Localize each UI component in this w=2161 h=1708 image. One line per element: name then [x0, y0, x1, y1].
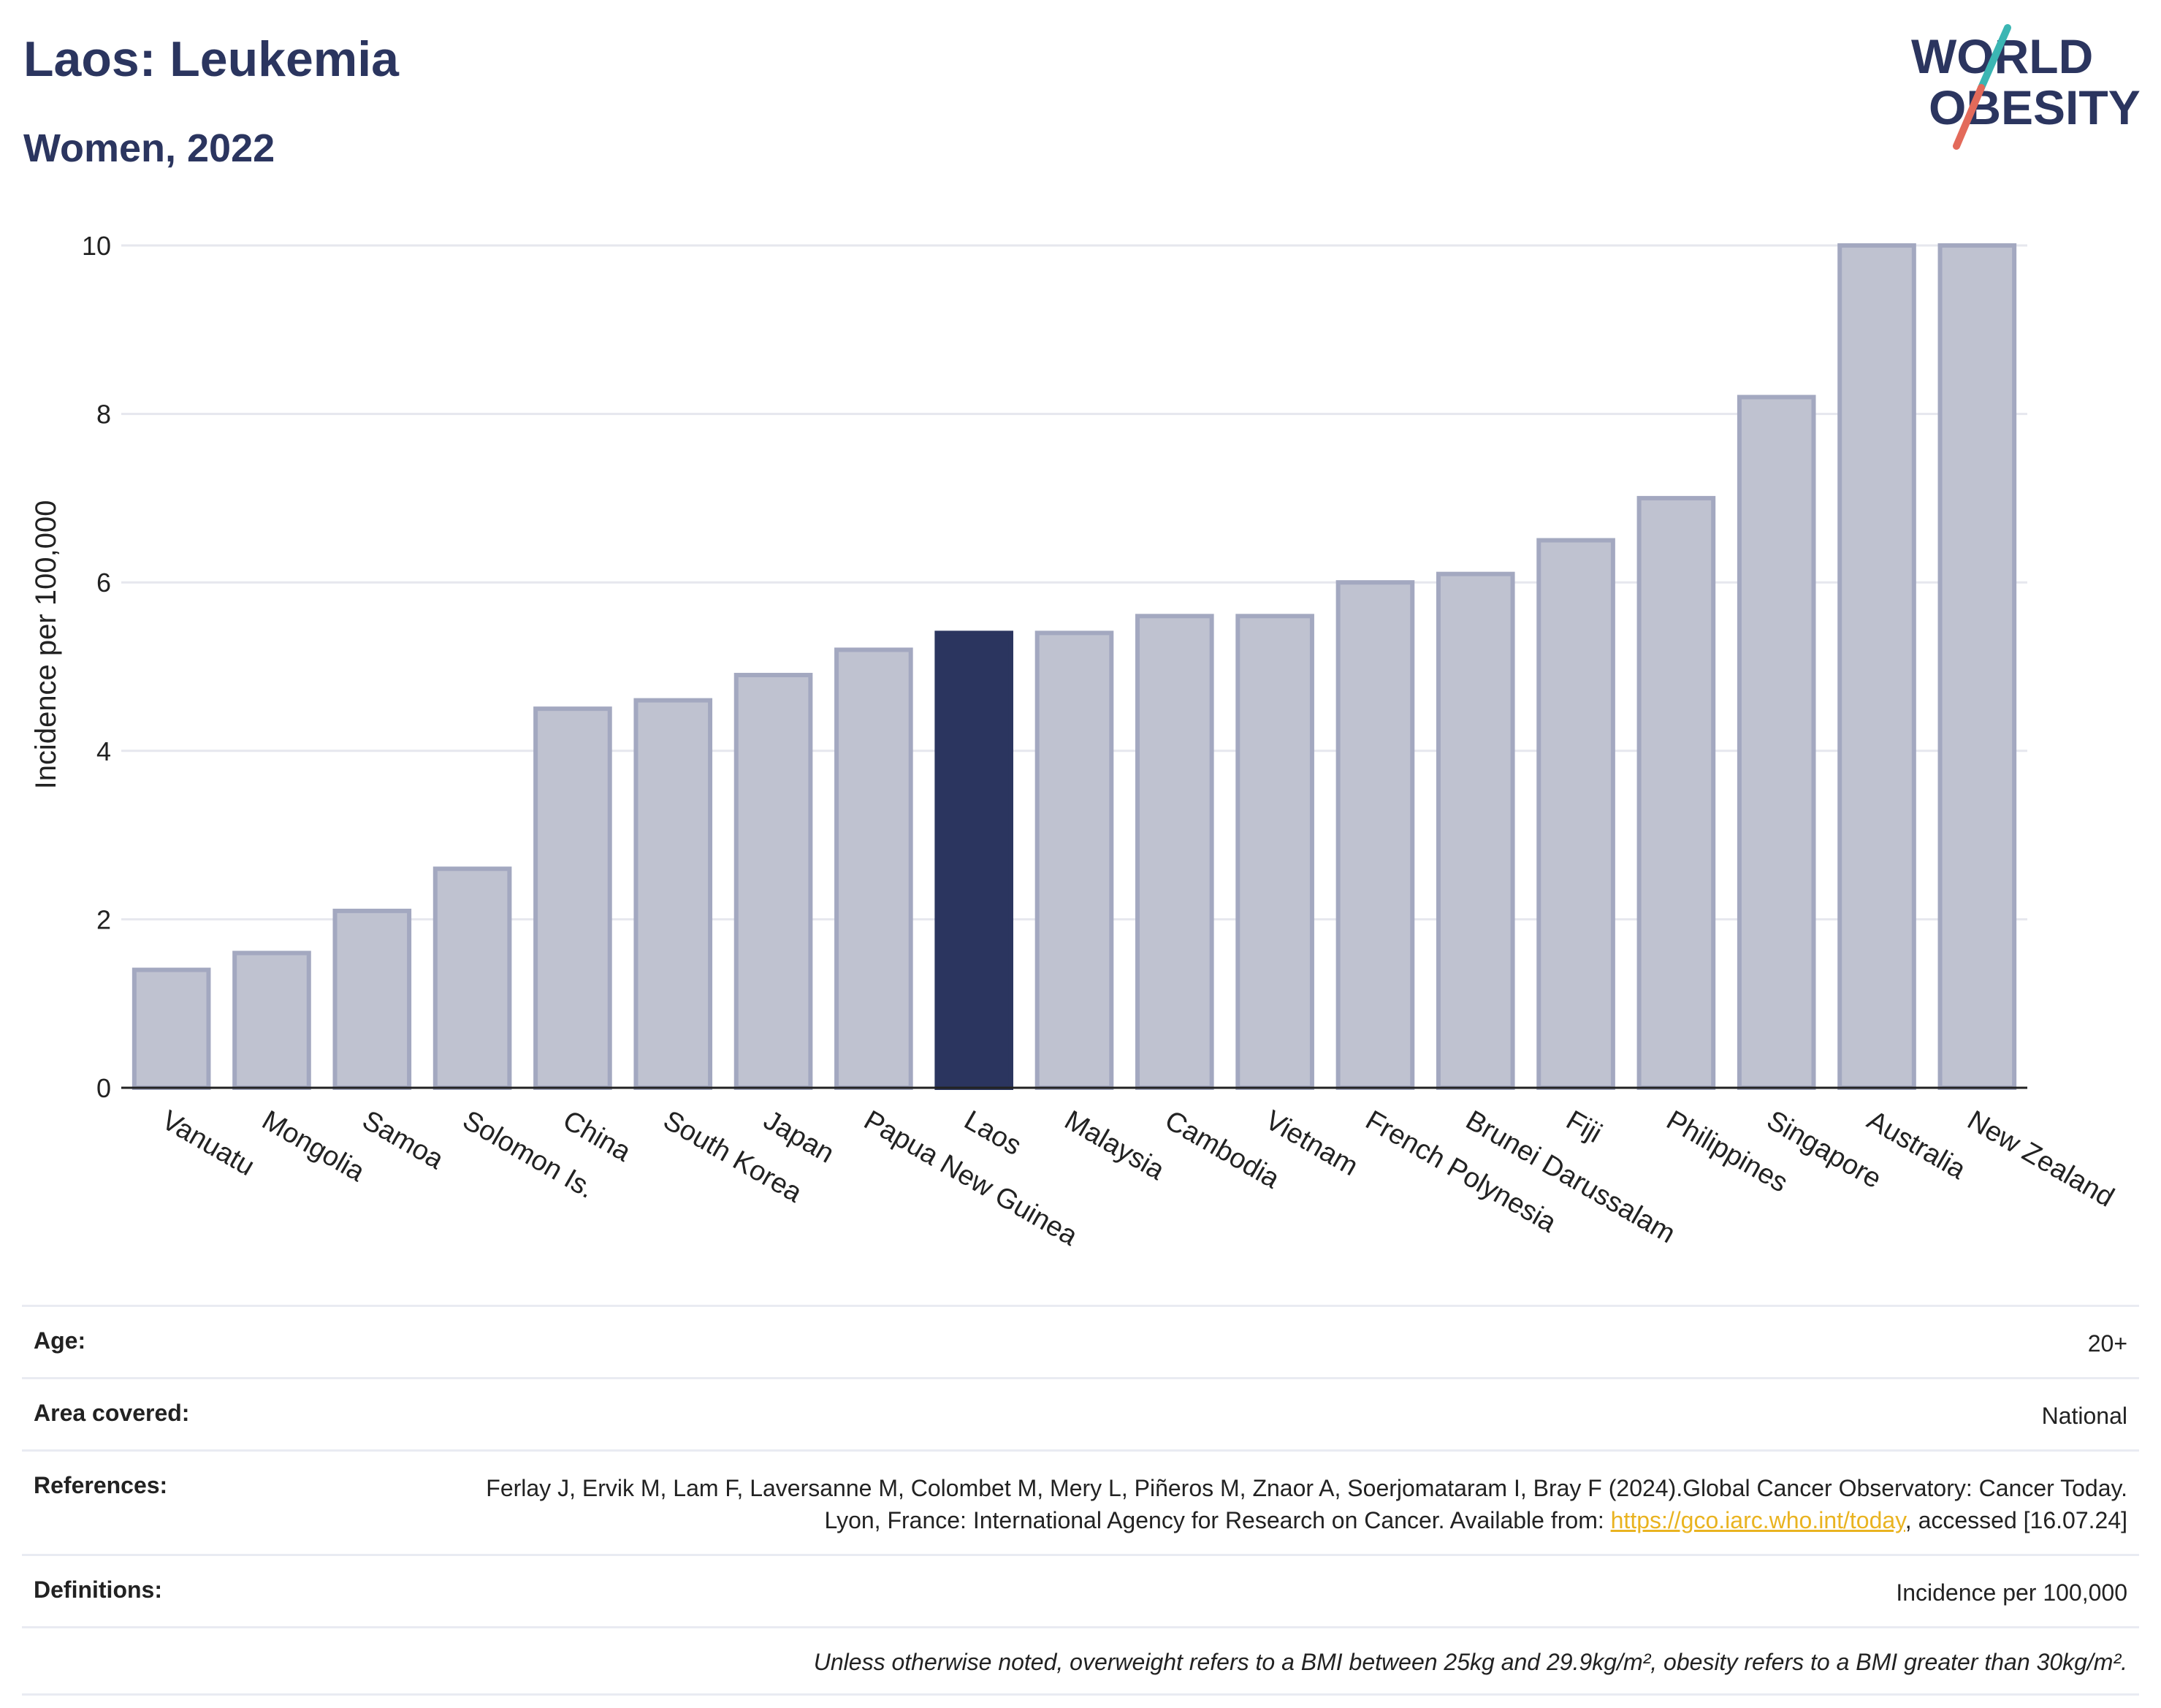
y-tick-label: 0	[96, 1073, 111, 1103]
y-axis-ticks: 0 2 4 6 8 10	[82, 231, 111, 1103]
bar-south-korea	[633, 698, 713, 1090]
bar-vietnam	[1235, 614, 1314, 1090]
y-tick-label: 10	[82, 231, 111, 261]
references-text-1: Ferlay J, Ervik M, Lam F, Laversanne M, …	[486, 1475, 2127, 1533]
y-tick-label: 8	[96, 400, 111, 430]
references-value: Ferlay J, Ervik M, Lam F, Laversanne M, …	[447, 1472, 2127, 1536]
age-value: 20+	[2087, 1330, 2127, 1357]
bar-vanuatu	[132, 967, 211, 1090]
bar-mongolia	[232, 950, 311, 1091]
bar-samoa	[332, 908, 412, 1090]
bars	[132, 243, 2017, 1091]
bar-brunei-darussalam	[1436, 571, 1515, 1090]
info-row-note: Unless otherwise noted, overweight refer…	[22, 1626, 2139, 1696]
definitions-value: Incidence per 100,000	[1896, 1579, 2127, 1606]
x-tick-label: Mongolia	[256, 1105, 370, 1188]
y-tick-label: 6	[96, 568, 111, 598]
bar-new-zealand	[1937, 243, 2017, 1090]
bar-fiji	[1536, 538, 1615, 1090]
bar-french-polynesia	[1335, 580, 1415, 1090]
references-text-2: , accessed [16.07.24]	[1905, 1507, 2127, 1533]
y-axis-label: Incidence per 100,000	[30, 500, 62, 790]
bar-papua-new-guinea	[834, 647, 913, 1090]
references-label: References:	[34, 1472, 168, 1498]
definitions-label: Definitions:	[34, 1577, 162, 1603]
bar-solomon-is	[432, 866, 512, 1090]
world-obesity-logo: WORLD OBESITY	[1911, 24, 2141, 150]
bar-philippines	[1636, 495, 1716, 1090]
info-row-references: References: Ferlay J, Ervik M, Lam F, La…	[22, 1449, 2139, 1554]
page-title: Laos: Leukemia	[23, 31, 399, 87]
logo-slash-teal	[1978, 24, 2011, 91]
y-tick-label: 2	[96, 904, 111, 934]
x-tick-label: New Zealand	[1962, 1105, 2119, 1213]
info-table: Age: 20+ Area covered: National Referenc…	[22, 1305, 2139, 1696]
x-tick-label: Vanuatu	[156, 1105, 259, 1182]
info-row-area: Area covered: National	[22, 1377, 2139, 1449]
bar-laos	[934, 630, 1013, 1090]
x-tick-label: Japan	[758, 1105, 839, 1169]
references-link[interactable]: https://gco.iarc.who.int/today	[1610, 1507, 1905, 1533]
age-label: Age:	[34, 1327, 86, 1354]
obesity-definition-note: Unless otherwise noted, overweight refer…	[813, 1649, 2127, 1675]
x-tick-label: China	[557, 1105, 636, 1167]
bar-cambodia	[1135, 614, 1214, 1090]
bar-australia	[1837, 243, 1916, 1090]
area-value: National	[2041, 1403, 2127, 1429]
bar-singapore	[1737, 394, 1816, 1090]
info-row-age: Age: 20+	[22, 1305, 2139, 1377]
x-tick-label: Malaysia	[1059, 1105, 1170, 1186]
x-tick-label: Cambodia	[1159, 1105, 1285, 1194]
page-subtitle: Women, 2022	[23, 126, 275, 170]
bar-malaysia	[1034, 630, 1114, 1090]
bar-china	[533, 706, 612, 1090]
x-tick-label: Fiji	[1561, 1105, 1607, 1149]
logo-slash-coral	[1953, 84, 1985, 150]
y-tick-label: 4	[96, 736, 111, 766]
info-row-definitions: Definitions: Incidence per 100,000	[22, 1554, 2139, 1626]
x-tick-label: Samoa	[357, 1105, 449, 1175]
x-tick-label: Laos	[959, 1105, 1026, 1162]
area-label: Area covered:	[34, 1400, 190, 1426]
bar-japan	[733, 673, 813, 1090]
